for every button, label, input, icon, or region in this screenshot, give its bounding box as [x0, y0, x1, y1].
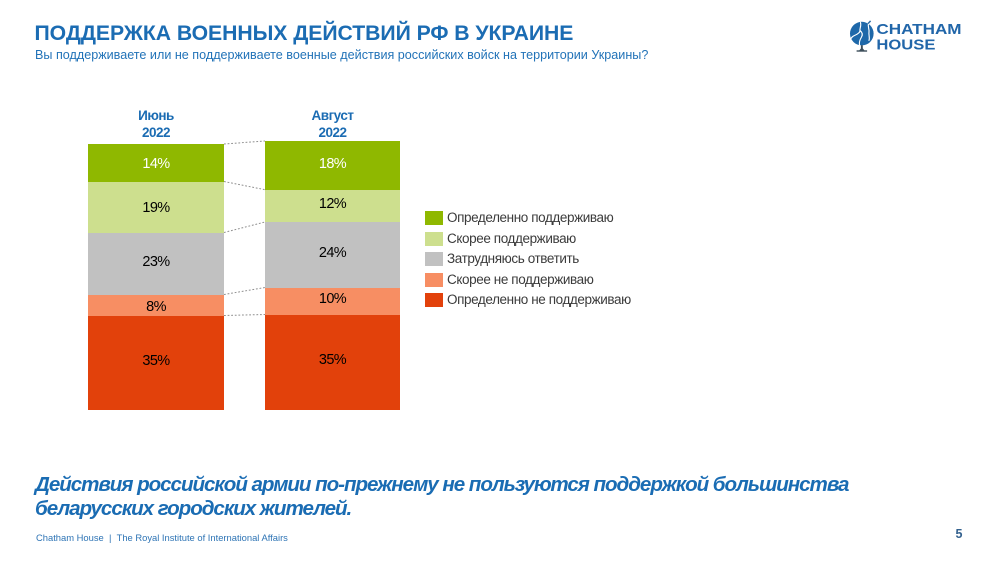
svg-text:CHATHAM: CHATHAM [876, 22, 961, 38]
svg-text:HOUSE: HOUSE [876, 37, 935, 53]
